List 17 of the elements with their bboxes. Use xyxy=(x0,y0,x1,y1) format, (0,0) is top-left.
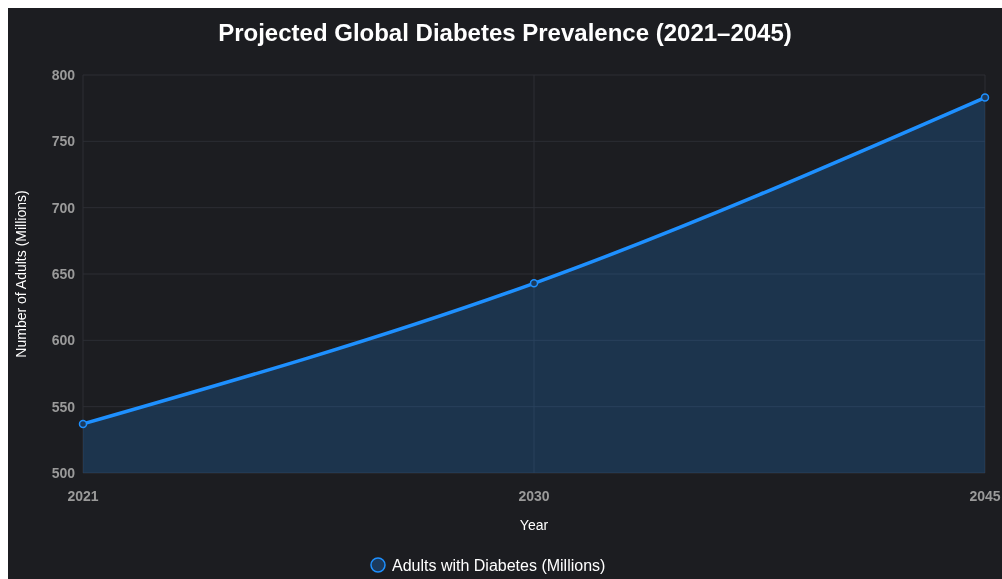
y-tick-label: 700 xyxy=(51,199,76,216)
y-tick-label: 600 xyxy=(51,332,76,349)
point xyxy=(980,93,990,102)
point xyxy=(529,279,539,288)
y-axis-title: Number of Adults (Millions) xyxy=(13,190,29,358)
legend-label: Adults with Diabetes (Millions) xyxy=(392,556,606,574)
y-tick-label: 800 xyxy=(51,66,76,83)
chart-title: Projected Global Diabetes Prevalence (2021–2045) xyxy=(218,19,792,46)
y-tick-label: 750 xyxy=(51,133,76,150)
point xyxy=(78,419,88,429)
y-tick-label: 650 xyxy=(51,265,76,282)
x-axis-title: Year xyxy=(519,517,549,533)
x-tick-label: 2045 xyxy=(969,488,1001,504)
x-tick-label: 2030 xyxy=(518,488,550,504)
y-tick-label: 550 xyxy=(51,398,76,415)
x-tick-label: 2021 xyxy=(67,488,99,504)
y-tick-label: 500 xyxy=(51,464,76,481)
